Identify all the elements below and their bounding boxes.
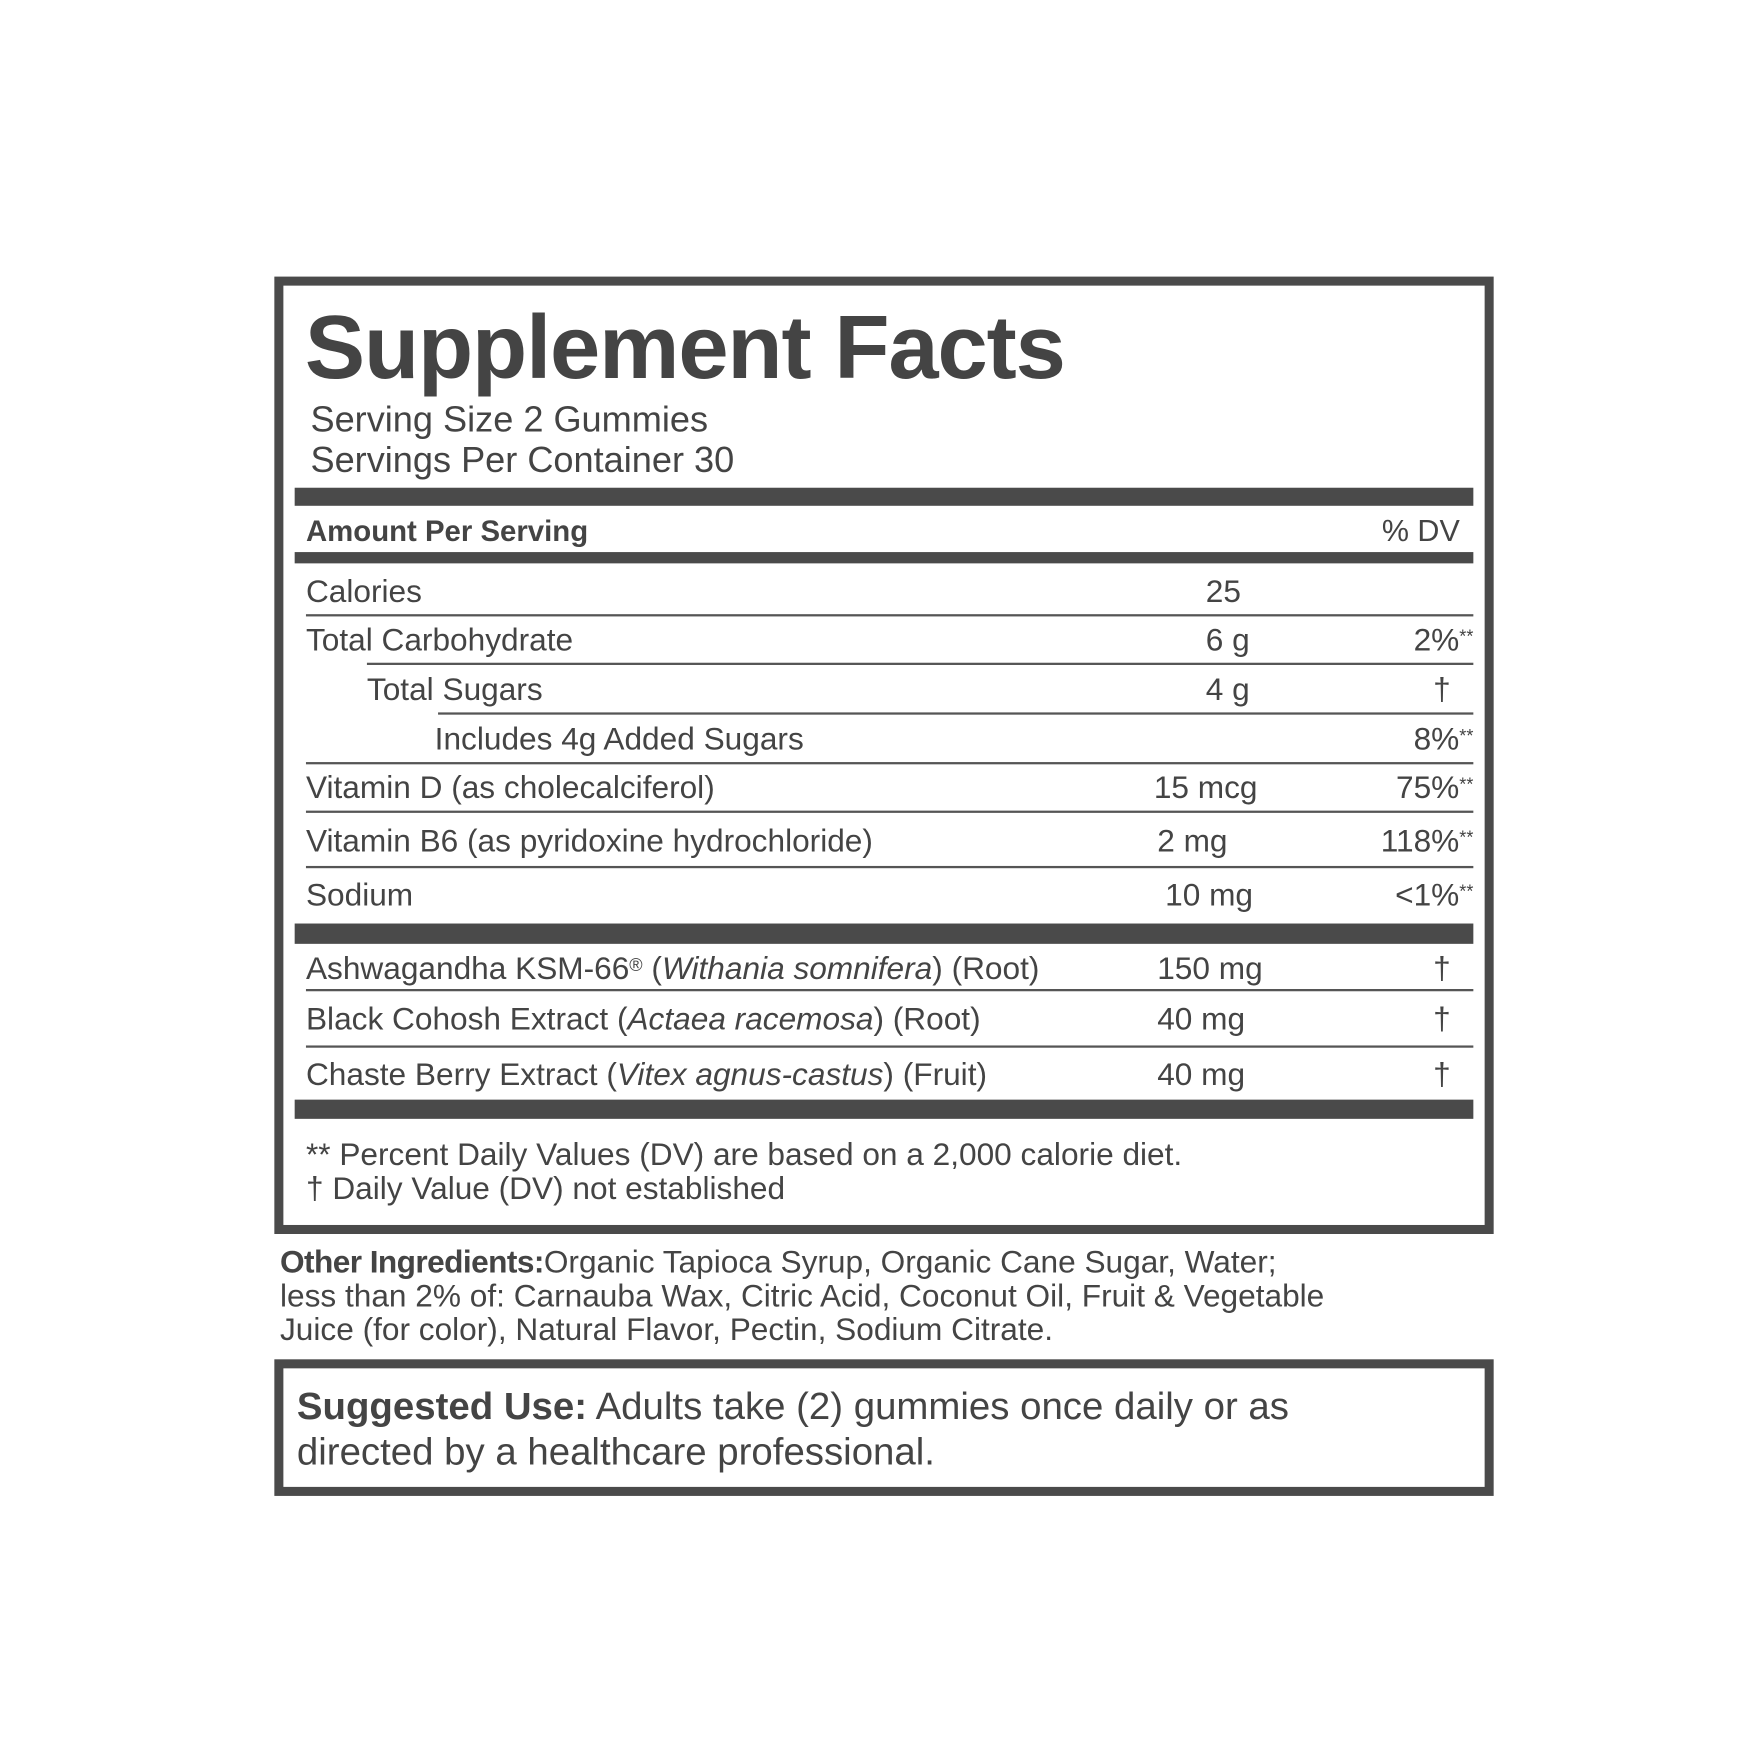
botanical-amount: 40 mg xyxy=(1157,1001,1246,1037)
dv-footnote-mark: ** xyxy=(1459,627,1474,647)
row-divider xyxy=(305,614,1474,617)
nutrient-name: Includes 4g Added Sugars xyxy=(434,721,804,757)
row-divider xyxy=(305,810,1474,813)
suggested-use-text: directed by a healthcare professional. xyxy=(296,1430,935,1474)
nutrient-dv: 2%** xyxy=(1414,622,1474,658)
facts-panel xyxy=(274,276,1494,1234)
suggested-use-text: Adults take (2) gummies once daily or as xyxy=(587,1385,1289,1429)
dv-footnote-mark: ** xyxy=(1459,828,1474,848)
nutrient-name: Sodium xyxy=(305,877,414,913)
row-divider xyxy=(305,865,1474,869)
dv-value: † xyxy=(1433,671,1451,707)
nutrient-amount: 4 g xyxy=(1205,671,1250,707)
amount-per-serving-header: Amount Per Serving xyxy=(305,513,589,548)
botanical-name: Chaste Berry Extract (Vitex agnus-castus… xyxy=(306,1057,987,1093)
nutrient-amount: 15 mcg xyxy=(1153,769,1258,805)
botanical-part: ) (Root) xyxy=(873,1001,981,1037)
paren: ( xyxy=(597,1056,617,1092)
other-ingredients-line: Organic Tapioca Syrup, Organic Cane Suga… xyxy=(543,1244,1277,1280)
nutrient-name: Vitamin D (as cholecalciferol) xyxy=(305,769,715,805)
botanical-dv: † xyxy=(1433,1056,1451,1092)
nutrient-dv: 118%** xyxy=(1381,823,1474,859)
botanical-name: Black Cohosh Extract (Actaea racemosa) (… xyxy=(306,1001,981,1037)
dv-value: 118% xyxy=(1380,823,1460,859)
nutrient-dv: † xyxy=(1433,672,1451,708)
servings-per-container: Servings Per Container 30 xyxy=(310,439,735,480)
other-ingredients: Other Ingredients:Organic Tapioca Syrup,… xyxy=(280,1244,1277,1280)
divider-thick xyxy=(294,487,1474,506)
botanical-latin-name: Withania somnifera xyxy=(661,950,933,986)
row-divider xyxy=(438,712,1474,715)
row-divider xyxy=(305,989,1474,992)
nutrient-name: Total Carbohydrate xyxy=(305,622,574,658)
botanical-dv: † xyxy=(1433,1001,1451,1037)
dv-value: 75% xyxy=(1396,769,1460,805)
other-ingredients-line: Juice (for color), Natural Flavor, Pecti… xyxy=(279,1311,1054,1347)
dv-value: 8% xyxy=(1413,721,1460,757)
footnote-dv: ** Percent Daily Values (DV) are based o… xyxy=(305,1136,1183,1172)
dv-footnote-mark: ** xyxy=(1459,727,1474,747)
dv-header: % DV xyxy=(1381,513,1460,548)
botanical-latin-name: Vitex agnus-castus xyxy=(616,1056,884,1092)
suggested-use: Suggested Use: Adults take (2) gummies o… xyxy=(297,1384,1289,1429)
paren: ( xyxy=(608,1001,628,1037)
paren: ( xyxy=(642,950,662,986)
botanical-dv: † xyxy=(1433,950,1451,986)
dv-footnote-mark: ** xyxy=(1459,775,1474,795)
suggested-use-label: Suggested Use: xyxy=(296,1385,588,1429)
nutrient-dv: 8%** xyxy=(1414,721,1474,757)
nutrient-dv: <1%** xyxy=(1395,877,1473,913)
nutrient-amount: 2 mg xyxy=(1157,823,1228,859)
botanical-amount: 40 mg xyxy=(1157,1056,1246,1092)
divider-medium xyxy=(294,552,1474,564)
registered-mark: ® xyxy=(629,956,643,976)
other-ingredients-label: Other Ingredients: xyxy=(279,1244,544,1280)
suggested-use-panel xyxy=(274,1359,1494,1496)
other-ingredients-line: less than 2% of: Carnauba Wax, Citric Ac… xyxy=(279,1278,1325,1314)
botanical-common-name: Black Cohosh Extract xyxy=(305,1001,609,1037)
botanical-amount: 150 mg xyxy=(1157,950,1263,986)
nutrient-amount: 6 g xyxy=(1205,622,1250,658)
footnote-dagger: † Daily Value (DV) not established xyxy=(305,1170,786,1206)
nutrient-name: Total Sugars xyxy=(366,671,543,707)
dv-value: <1% xyxy=(1395,877,1460,913)
dv-footnote-mark: ** xyxy=(1459,882,1474,903)
dv-value: 2% xyxy=(1413,622,1460,658)
page-title: Supplement Facts xyxy=(304,296,1066,398)
botanical-common-name: Chaste Berry Extract xyxy=(305,1056,598,1092)
botanical-common-name: Ashwagandha KSM-66 xyxy=(305,950,630,986)
nutrient-dv: 75%** xyxy=(1396,770,1473,806)
nutrient-name: Calories xyxy=(305,573,422,609)
row-divider xyxy=(366,662,1474,665)
divider-thick xyxy=(294,1099,1474,1119)
serving-size: Serving Size 2 Gummies xyxy=(310,398,709,440)
nutrient-amount: 25 xyxy=(1205,573,1241,609)
botanical-part: ) (Fruit) xyxy=(883,1056,988,1092)
botanical-name: Ashwagandha KSM-66® (Withania somnifera)… xyxy=(306,951,1039,987)
divider-thick xyxy=(294,923,1474,944)
row-divider xyxy=(305,762,1474,765)
botanical-part: ) (Root) xyxy=(932,950,1040,986)
row-divider xyxy=(305,1045,1474,1048)
botanical-latin-name: Actaea racemosa xyxy=(627,1001,874,1037)
nutrient-amount: 10 mg xyxy=(1165,877,1253,913)
nutrient-name: Vitamin B6 (as pyridoxine hydrochloride) xyxy=(305,823,873,859)
